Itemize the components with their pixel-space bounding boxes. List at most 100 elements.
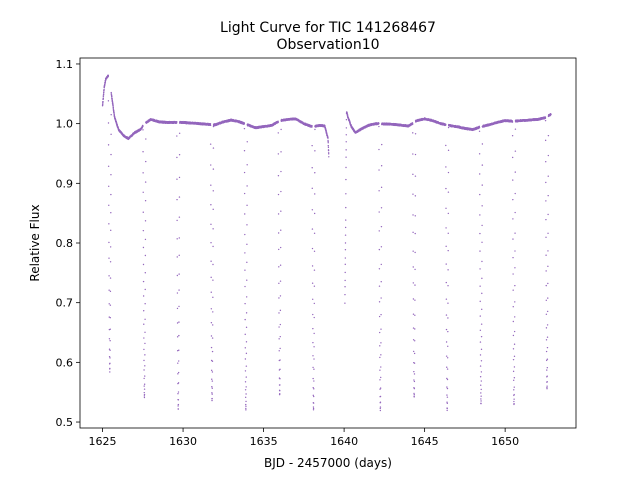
flux-point	[445, 207, 447, 209]
flux-point	[142, 229, 145, 232]
flux-point	[314, 172, 316, 174]
flux-point	[445, 187, 447, 190]
flux-point	[112, 105, 114, 107]
flux-point	[209, 143, 212, 145]
flux-point	[243, 127, 246, 130]
flux-point	[280, 229, 282, 231]
flux-point	[313, 212, 316, 215]
flux-point	[108, 338, 111, 340]
flux-point	[345, 219, 347, 221]
flux-point	[413, 396, 415, 398]
flux-point	[108, 223, 110, 225]
flux-point	[413, 362, 416, 364]
flux-point	[109, 316, 112, 319]
flux-point	[279, 347, 281, 350]
flux-point	[280, 170, 282, 173]
flux-point	[378, 190, 380, 192]
flux-point	[445, 341, 448, 343]
flux-point	[177, 362, 179, 364]
flux-point	[245, 376, 247, 378]
flux-point	[328, 153, 330, 155]
flux-point	[314, 193, 316, 195]
flux-point	[446, 366, 448, 368]
flux-point	[312, 406, 315, 408]
flux-point	[176, 156, 178, 159]
flux-point	[311, 209, 314, 211]
flux-point	[379, 369, 381, 371]
flux-point	[143, 395, 146, 397]
flux-point	[447, 345, 449, 347]
flux-point	[212, 279, 214, 281]
flux-point	[177, 403, 180, 406]
flux-point	[280, 190, 282, 193]
flux-point	[414, 268, 416, 271]
flux-point	[108, 275, 110, 277]
flux-point	[379, 401, 382, 403]
flux-point	[478, 130, 481, 132]
flux-point	[380, 354, 382, 356]
flux-point	[378, 125, 380, 128]
flux-point	[144, 254, 147, 257]
flux-point	[176, 219, 178, 222]
flux-point	[311, 125, 313, 127]
flux-point	[178, 305, 180, 308]
flux-point	[245, 393, 247, 395]
flux-point	[413, 380, 416, 383]
flux-point	[279, 323, 282, 326]
flux-point	[110, 229, 112, 232]
flux-point	[278, 350, 280, 352]
flux-point	[143, 391, 145, 394]
flux-point	[109, 277, 112, 279]
flux-point	[446, 394, 448, 396]
flux-point	[244, 233, 246, 236]
flux-point	[312, 409, 315, 411]
flux-point	[210, 204, 212, 206]
flux-point	[311, 144, 313, 147]
flux-point	[211, 350, 214, 353]
flux-point	[344, 234, 347, 236]
flux-point	[446, 368, 449, 370]
flux-point	[145, 138, 147, 140]
flux-point	[176, 135, 178, 137]
flux-point	[245, 326, 248, 329]
flux-point	[379, 409, 382, 412]
flux-point	[107, 165, 110, 167]
flux-point	[110, 93, 113, 95]
flux-point	[244, 252, 246, 254]
flux-point	[244, 381, 247, 383]
flux-point	[144, 302, 146, 305]
flux-point	[143, 337, 145, 339]
flux-point	[411, 123, 414, 125]
flux-point	[279, 368, 281, 371]
flux-point	[447, 330, 449, 333]
flux-point	[212, 311, 214, 313]
flux-point	[245, 400, 247, 403]
flux-point	[102, 103, 104, 105]
flux-point	[414, 232, 416, 235]
flux-point	[412, 153, 414, 155]
flux-point	[345, 141, 347, 143]
flux-point	[243, 122, 246, 125]
flux-point	[380, 263, 382, 266]
flux-point	[312, 377, 314, 380]
flux-point	[142, 263, 145, 266]
flux-point	[345, 166, 347, 169]
flux-point	[325, 129, 327, 132]
flux-point	[246, 224, 248, 226]
flux-point	[278, 338, 280, 340]
flux-point	[445, 328, 448, 331]
flux-point	[244, 213, 246, 215]
flux-point	[447, 212, 450, 215]
flux-point	[344, 286, 346, 288]
flux-point	[313, 368, 315, 370]
flux-point	[344, 302, 346, 304]
flux-point	[178, 237, 180, 239]
flux-point	[177, 393, 179, 395]
flux-point	[144, 288, 146, 291]
flux-point	[212, 228, 214, 230]
flux-point	[243, 192, 246, 195]
flux-point	[108, 204, 110, 206]
flux-point	[210, 223, 212, 226]
flux-point	[109, 362, 111, 365]
flux-point	[380, 342, 382, 344]
